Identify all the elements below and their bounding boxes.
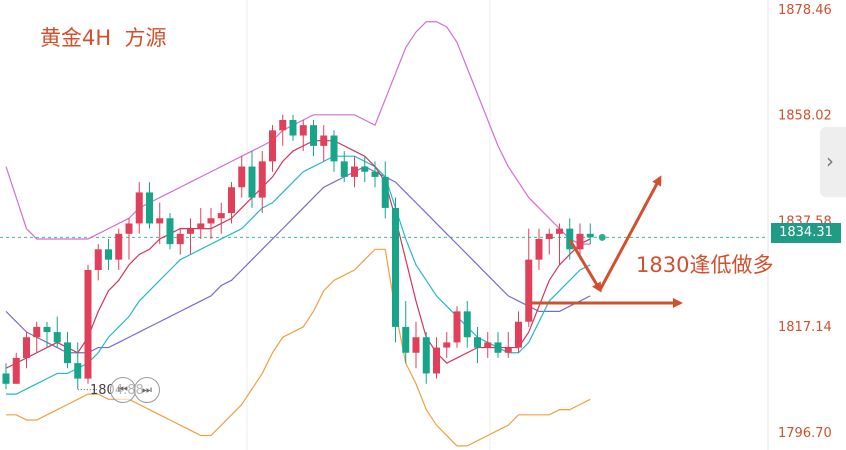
candle-body [494, 342, 502, 353]
candle-body [33, 326, 41, 338]
candle-body [12, 357, 20, 384]
candle-body [43, 326, 51, 333]
candle-body [453, 311, 461, 343]
candle-body [381, 176, 389, 208]
candle-body [115, 233, 123, 260]
candle-body [504, 347, 512, 353]
candle-body [2, 373, 10, 384]
candle-body [412, 337, 420, 353]
candle-body [258, 161, 266, 198]
bollinger-lower-line [6, 248, 591, 447]
ma-mid-line [6, 155, 591, 395]
grid-lines [0, 0, 769, 450]
candle-body [576, 233, 584, 250]
candle-body [371, 171, 379, 177]
side-panel-toggle[interactable]: › [820, 127, 846, 197]
candle-body [94, 249, 102, 270]
candle-body [248, 166, 256, 198]
candle-body [23, 337, 30, 358]
candle-body [238, 166, 246, 188]
candle-body [53, 332, 61, 343]
skip-back-icon[interactable]: ⏮ [110, 377, 136, 403]
bollinger-upper-line [5, 21, 591, 245]
candle-body [484, 342, 492, 348]
candle-body [535, 238, 543, 260]
candle-body [228, 187, 235, 214]
candle-body [566, 228, 574, 250]
candles-group [2, 114, 606, 391]
candle-body [64, 342, 71, 364]
arrow-down-to-support [568, 239, 602, 293]
candle-body [515, 321, 522, 348]
candle-body [74, 363, 82, 379]
candle-body [146, 192, 153, 224]
candle-body [299, 125, 307, 136]
candle-body [422, 337, 430, 374]
candle-body [125, 223, 133, 234]
candle-body [207, 218, 215, 224]
chevron-right-icon: › [826, 149, 834, 173]
forecast-arrows [530, 175, 683, 308]
arrow-up-target [598, 175, 662, 291]
ma-fast-line [5, 140, 591, 369]
current-price-tag: 1834.31 [771, 223, 841, 243]
candle-body [392, 207, 399, 327]
candle-body [586, 233, 594, 238]
candle-body [176, 233, 184, 245]
chart-title: 黄金4H 方源 [40, 26, 167, 50]
candle-body [330, 135, 338, 162]
candle-body [279, 120, 287, 131]
candle-body [187, 228, 194, 234]
skip-forward-icon[interactable]: ⏭ [134, 377, 160, 403]
candle-body [105, 249, 112, 260]
candle-body [135, 192, 143, 224]
candle-body [269, 130, 276, 162]
candle-body [351, 166, 358, 177]
candle-body [361, 166, 369, 172]
candle-body [556, 228, 563, 234]
candle-body [463, 311, 471, 338]
candle-body [84, 270, 92, 379]
price-tick-label: 1817.14 [778, 320, 832, 335]
indicator-lines [5, 21, 591, 447]
candle-body [320, 135, 328, 146]
candle-body [474, 337, 481, 348]
candle-body [310, 125, 317, 146]
candle-body [525, 259, 533, 322]
candle-body [289, 120, 297, 136]
forecast-annotation: 1830逢低做多 [636, 253, 774, 277]
candle-body [545, 233, 553, 239]
candle-body [340, 161, 348, 177]
candle-body [217, 213, 225, 219]
candle-body [166, 218, 174, 245]
candle-body [402, 326, 410, 353]
candle-body [433, 347, 440, 374]
candle-body [156, 218, 164, 224]
live-price-dot [598, 233, 606, 241]
price-tick-label: 1878.46 [778, 3, 832, 18]
candle-body [197, 223, 205, 229]
candle-body [443, 342, 451, 348]
ma-slow-line [5, 165, 591, 354]
price-tick-label: 1858.02 [778, 109, 832, 124]
price-tick-label: 1796.70 [778, 426, 832, 441]
